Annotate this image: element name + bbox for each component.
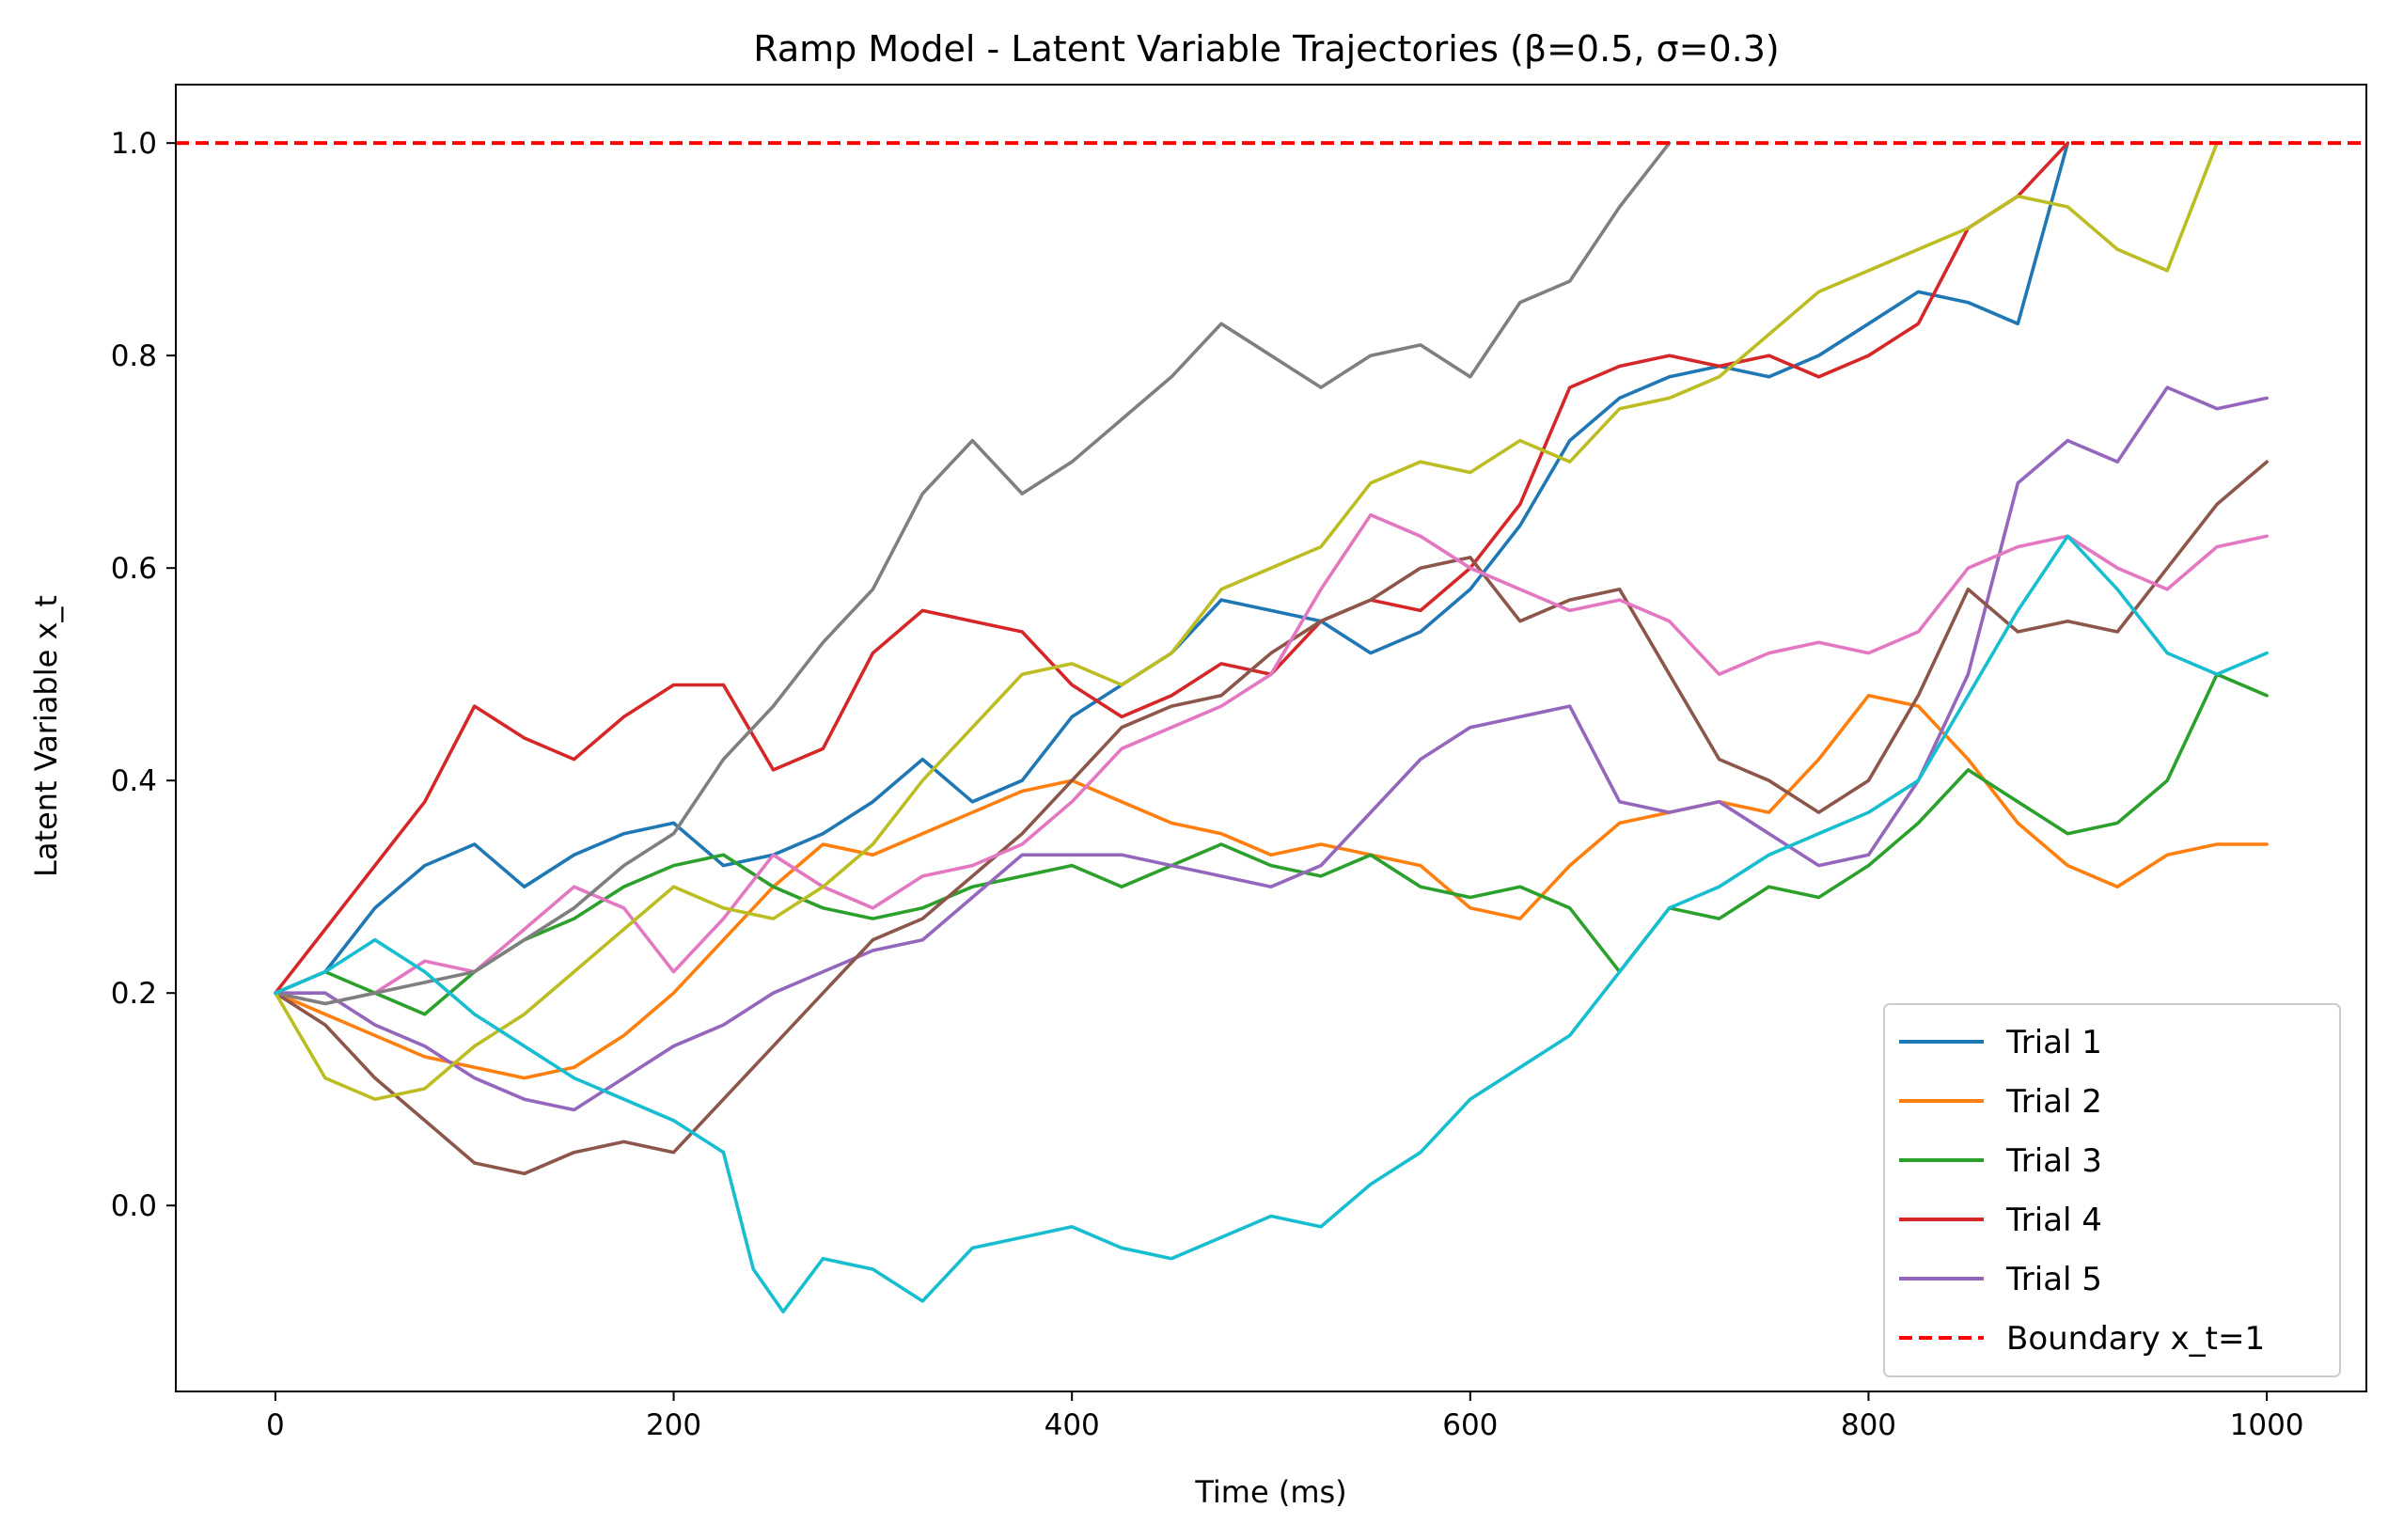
x-tick-label: 600 bbox=[1442, 1408, 1498, 1442]
y-tick-label: 0.8 bbox=[111, 339, 157, 373]
x-tick-label: 800 bbox=[1841, 1408, 1896, 1442]
legend-label: Trial 3 bbox=[2005, 1142, 2102, 1180]
y-tick-label: 0.4 bbox=[111, 764, 157, 798]
x-tick-label: 400 bbox=[1045, 1408, 1100, 1442]
y-tick-label: 0.6 bbox=[111, 552, 157, 586]
series-line-10 bbox=[274, 534, 2269, 1313]
legend: Trial 1 Trial 2 Trial 3 Trial 4 Trial 5 Bound… bbox=[1883, 1003, 2341, 1377]
x-tick-label: 0 bbox=[266, 1408, 285, 1442]
y-tick-label: 0.2 bbox=[111, 977, 157, 1011]
series-line-8 bbox=[274, 141, 1672, 1006]
x-axis-label: Time (ms) bbox=[1194, 1474, 1346, 1510]
series-line-4 bbox=[274, 141, 2070, 995]
x-tick-label: 200 bbox=[646, 1408, 701, 1442]
legend-box bbox=[1883, 1003, 2341, 1377]
y-axis-label: Latent Variable x_t bbox=[28, 595, 64, 877]
legend-label: Trial 2 bbox=[2005, 1083, 2102, 1121]
legend-label: Trial 1 bbox=[2005, 1024, 2102, 1061]
series-line-9 bbox=[274, 141, 2219, 1101]
series-line-3 bbox=[274, 672, 2269, 1016]
x-axis: 0 200 400 600 800 1000 bbox=[266, 1391, 2304, 1442]
legend-label: Trial 5 bbox=[2005, 1261, 2102, 1298]
plot-frame bbox=[175, 84, 2367, 1392]
y-tick-label: 0.0 bbox=[111, 1189, 157, 1223]
series-line-5 bbox=[274, 385, 2269, 1112]
series-line-7 bbox=[274, 512, 2269, 1006]
x-tick-label: 1000 bbox=[2230, 1408, 2304, 1442]
series-group bbox=[274, 141, 2269, 1313]
chart-title: Ramp Model - Latent Variable Trajectorie… bbox=[753, 28, 1779, 70]
legend-label: Trial 4 bbox=[2005, 1202, 2102, 1239]
legend-label: Boundary x_t=1 bbox=[2006, 1320, 2265, 1358]
y-tick-label: 1.0 bbox=[111, 127, 157, 161]
series-line-2 bbox=[274, 694, 2269, 1080]
series-line-6 bbox=[274, 460, 2269, 1176]
y-axis: 0.0 0.2 0.4 0.6 0.8 1.0 bbox=[111, 127, 176, 1223]
